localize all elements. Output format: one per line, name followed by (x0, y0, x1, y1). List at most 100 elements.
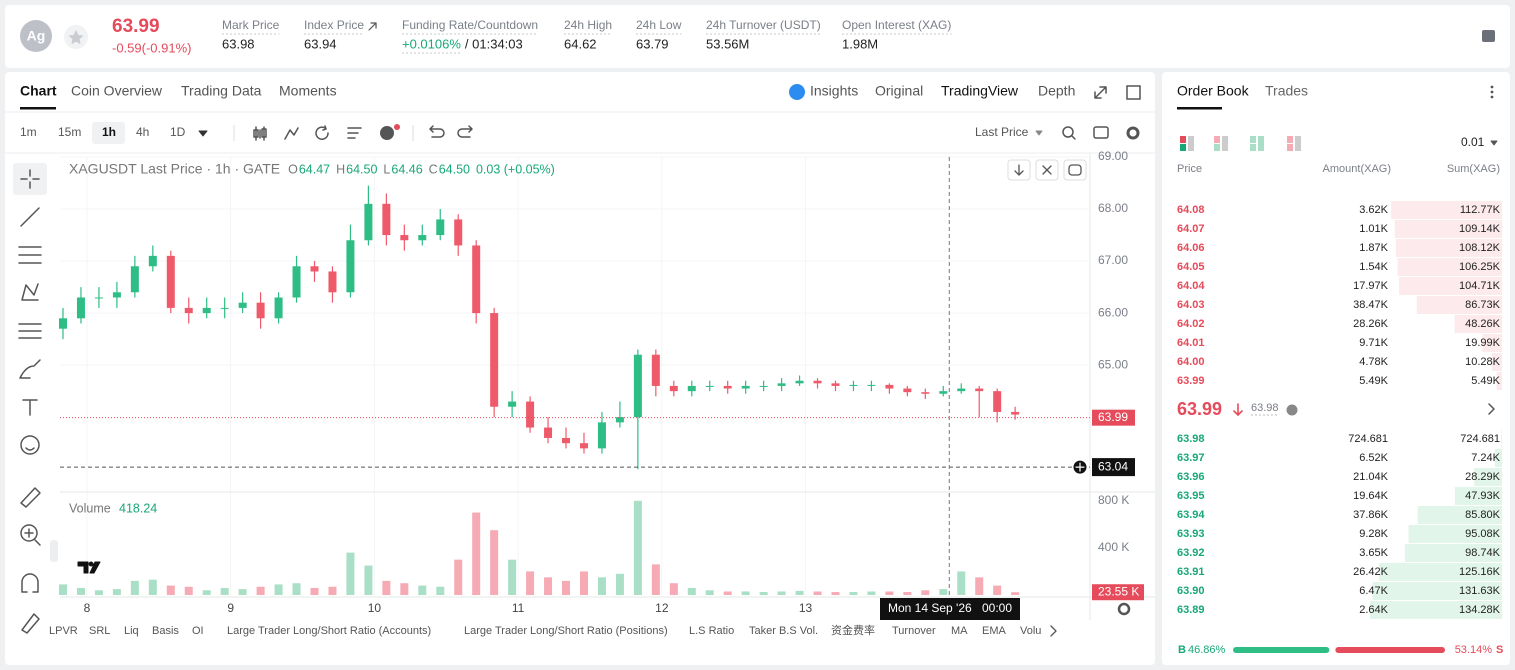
order-price[interactable]: 63.92 (1177, 547, 1205, 559)
view-tab[interactable]: Depth (1038, 83, 1075, 99)
order-price[interactable]: 64.05 (1177, 261, 1205, 273)
order-price[interactable]: 64.06 (1177, 242, 1205, 254)
indicator-tab[interactable]: EMA (982, 625, 1007, 637)
view-tab[interactable]: Insights (810, 83, 858, 99)
order-price[interactable]: 64.01 (1177, 337, 1205, 349)
drawing-tool[interactable] (19, 359, 41, 379)
indicator-tab[interactable]: Turnover (892, 625, 936, 637)
order-sum: 7.24K (1471, 452, 1500, 464)
order-price[interactable]: 63.90 (1177, 585, 1205, 597)
tab[interactable]: Coin Overview (71, 83, 163, 99)
indicator-tab[interactable]: Large Trader Long/Short Ratio (Accounts) (227, 625, 431, 637)
window-icon[interactable] (1126, 85, 1141, 100)
indicator-tab[interactable]: Volu (1020, 625, 1041, 637)
candle-body (256, 302, 265, 319)
drawing-tool[interactable] (20, 487, 41, 508)
last-price-label: 63.99 (1098, 410, 1128, 424)
orderbook-tab[interactable]: Order Book (1177, 83, 1250, 99)
fullscreen-icon[interactable] (1094, 86, 1107, 99)
price-type[interactable]: Last Price (975, 125, 1029, 139)
indicator-tab[interactable]: Liq (124, 625, 139, 637)
order-price[interactable]: 63.89 (1177, 604, 1205, 616)
indicator-tab[interactable]: SRL (89, 625, 110, 637)
drawing-tool[interactable] (21, 283, 39, 301)
indicator-tab[interactable]: OI (192, 625, 204, 637)
toolbar-collapse[interactable] (50, 540, 58, 562)
screenshot-icon[interactable] (1093, 126, 1109, 139)
order-price[interactable]: 64.07 (1177, 223, 1205, 235)
legend-button[interactable] (1063, 159, 1087, 181)
more-indicators[interactable] (1050, 625, 1057, 637)
indicator-tab[interactable]: Taker B.S Vol. (749, 625, 818, 637)
order-price[interactable]: 64.04 (1177, 280, 1205, 292)
notes-button[interactable] (1482, 30, 1495, 42)
template-icon[interactable] (347, 127, 362, 139)
depth-bar (1378, 563, 1502, 581)
drawing-tool[interactable] (20, 169, 40, 189)
redo-icon[interactable] (457, 125, 473, 138)
layout-icon[interactable] (1180, 136, 1186, 143)
sell-label: S (1496, 644, 1503, 656)
order-price[interactable]: 63.98 (1177, 433, 1205, 445)
volume-bar (651, 564, 660, 595)
view-tab[interactable]: TradingView (941, 83, 1019, 99)
add-icon[interactable] (380, 126, 394, 140)
orderbook-tab[interactable]: Trades (1265, 83, 1308, 99)
order-price[interactable]: 63.94 (1177, 509, 1205, 521)
interval[interactable]: 15m (58, 125, 81, 139)
order-price[interactable]: 63.95 (1177, 490, 1205, 502)
indicator-tab[interactable]: 资金费率 (831, 623, 875, 637)
interval[interactable]: 4h (136, 125, 149, 139)
tab[interactable]: Trading Data (181, 83, 262, 99)
replay-icon[interactable] (315, 125, 329, 140)
order-price[interactable]: 63.97 (1177, 452, 1205, 464)
drawing-tool[interactable] (20, 524, 41, 546)
order-price[interactable]: 64.02 (1177, 318, 1205, 330)
indicator-tab[interactable]: MA (951, 625, 968, 637)
order-price[interactable]: 64.03 (1177, 299, 1205, 311)
search-icon[interactable] (1062, 126, 1074, 138)
layout-icon[interactable] (1250, 136, 1256, 143)
drawing-tool[interactable] (18, 246, 42, 264)
axis-settings[interactable] (1117, 602, 1131, 616)
precision[interactable]: 0.01 (1461, 135, 1485, 149)
drawing-tool[interactable] (20, 207, 40, 227)
interval[interactable]: 1h (102, 125, 116, 139)
view-tab[interactable]: Original (875, 83, 923, 99)
candle-body (310, 266, 319, 272)
order-price[interactable]: 63.93 (1177, 528, 1205, 540)
order-amount: 724.681 (1348, 433, 1388, 445)
order-price[interactable]: 63.96 (1177, 471, 1205, 483)
buy-ratio: 46.86% (1188, 644, 1226, 656)
indicator-icon[interactable] (284, 127, 299, 140)
interval[interactable]: 1m (20, 125, 37, 139)
drawing-tool[interactable] (21, 613, 40, 634)
legend-text: L (383, 162, 390, 176)
indicator-tab[interactable]: Large Trader Long/Short Ratio (Positions… (464, 625, 668, 637)
indicator-tab[interactable]: Basis (152, 625, 179, 637)
interval[interactable]: 1D (170, 125, 186, 139)
order-price[interactable]: 63.91 (1177, 566, 1205, 578)
order-price[interactable]: 64.00 (1177, 356, 1205, 368)
order-price[interactable]: 64.08 (1177, 204, 1205, 216)
drawing-tool[interactable] (20, 435, 40, 455)
drawing-tool[interactable] (22, 399, 38, 416)
chevron[interactable] (1488, 403, 1495, 415)
drawing-tool[interactable] (21, 573, 39, 593)
tab[interactable]: Chart (20, 83, 57, 99)
drawing-tool[interactable] (18, 323, 42, 339)
settings-icon[interactable] (1126, 126, 1140, 140)
candle-body (579, 443, 588, 449)
indicator-tab[interactable]: LPVR (49, 625, 78, 637)
undo-icon[interactable] (429, 125, 445, 138)
candle-type-icon[interactable] (253, 126, 267, 141)
layout-icon[interactable] (1214, 136, 1220, 143)
depth-bar (1370, 601, 1502, 619)
indicator-tab[interactable]: L.S Ratio (689, 625, 734, 637)
order-price[interactable]: 63.99 (1177, 375, 1205, 387)
layout-icon[interactable] (1287, 136, 1293, 143)
tab[interactable]: Moments (279, 83, 337, 99)
tab-underline (1177, 107, 1222, 110)
countdown: / 01:34:03 (465, 36, 523, 51)
volume-bar (562, 580, 571, 595)
